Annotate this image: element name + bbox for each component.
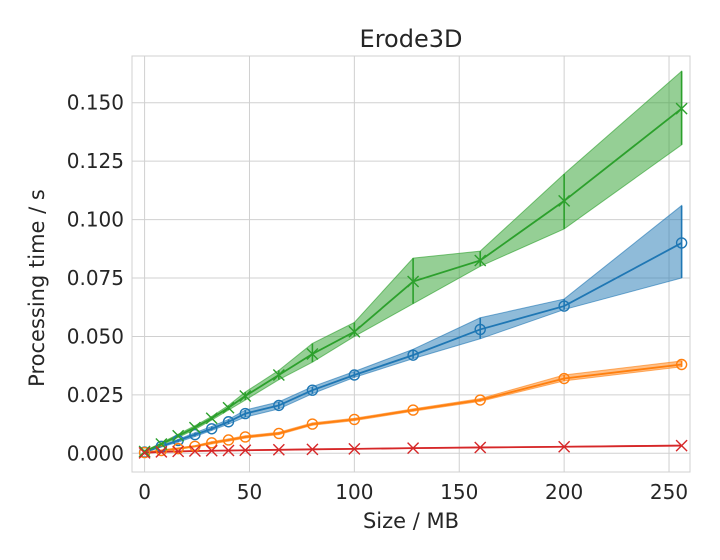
series-3-point [272,443,285,456]
series-0-point [222,416,235,428]
x-axis-ticks: 0 50 100 150 200 250 [138,480,688,504]
series-0-point [206,423,218,435]
series-0-point [558,300,570,312]
y-tick-label: 0.125 [67,149,124,173]
series-3-point [348,442,361,455]
data-markers [138,102,688,459]
x-tick-label: 250 [650,480,688,504]
series-1-point [348,413,361,426]
series-0-point [189,428,201,441]
series-1-point [675,358,688,371]
y-tick-label: 0.050 [67,324,124,348]
x-tick-label: 100 [335,480,373,504]
y-tick-label: 0.075 [67,266,124,290]
series-3-point [558,440,571,453]
series-3-point [474,441,487,454]
series-2-point [407,275,420,288]
x-axis-label: Size / MB [363,509,459,533]
series-2-point [558,194,571,207]
series-2-point [474,254,487,267]
series-1-point [206,437,218,449]
series-1-point [273,427,285,440]
series-2-point [138,445,151,458]
series-0-point [273,399,285,412]
series-1-point [172,442,184,455]
y-axis-ticks: 0.000 0.025 0.050 0.075 0.100 0.125 0.150 [67,91,124,466]
series-3-line [144,444,682,454]
series-3-point [675,439,688,452]
series-3-point [306,443,319,456]
series-0-point [306,384,319,396]
series-1-point [222,434,235,446]
series-2-point [272,369,285,382]
series-3-point [155,445,168,458]
series-0-point [675,237,688,249]
series-1-point [474,394,486,406]
series-3-point [188,444,201,457]
x-tick-label: 200 [545,480,583,504]
series-1-point [155,444,168,457]
series-2-point [205,412,218,425]
series-1-point [407,404,419,416]
series-2-line [144,107,683,453]
y-tick-label: 0.025 [67,383,124,407]
series-3-point [205,444,218,457]
series-3-point [138,446,151,459]
series-2-point [172,429,185,442]
plot-frame [131,55,691,473]
series-0-point [348,369,361,381]
series-2-point [222,401,235,414]
series-3-point [172,445,185,458]
y-tick-label: 0.150 [67,91,124,115]
series-0-point [474,323,486,336]
series-2-point [675,102,688,115]
y-axis-label: Processing time / s [25,189,49,387]
series-3-point [407,442,420,455]
chart-title: Erode3D [360,25,463,53]
y-tick-label: 0.000 [67,441,124,465]
series-1-point [239,431,251,443]
series-1-point [306,418,319,430]
x-tick-label: 150 [440,480,478,504]
x-tick-label: 0 [138,480,151,504]
series-2-point [306,347,319,360]
series-3-point [239,444,252,457]
x-tick-label: 50 [237,480,262,504]
series-1-point [558,372,570,385]
series-1-point [138,446,151,459]
y-tick-label: 0.100 [67,208,124,232]
series-0-point [239,407,251,420]
series-2-point [348,325,361,338]
series-2-point [188,421,201,434]
series-0-point [407,349,419,361]
series-2-point [239,390,252,403]
series-3-point [222,444,235,457]
